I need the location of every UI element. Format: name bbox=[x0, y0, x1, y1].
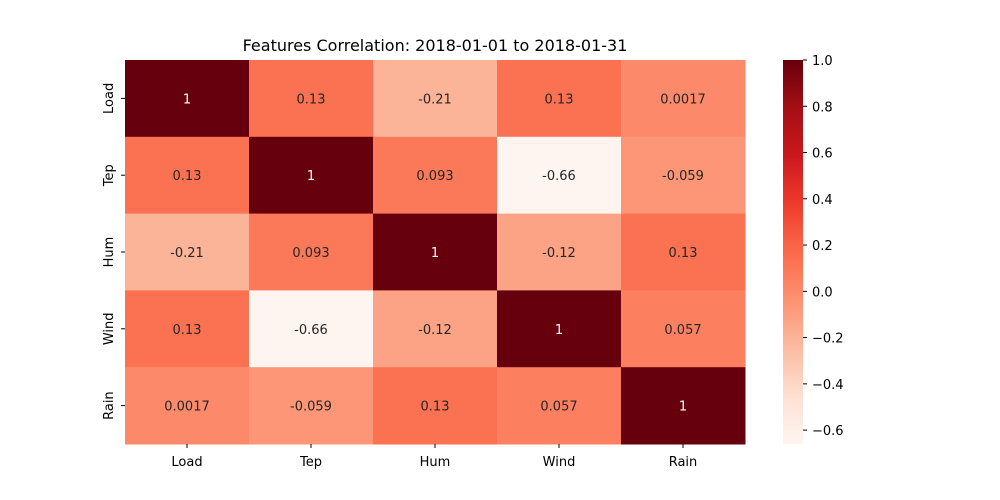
heatmap-cell bbox=[125, 60, 250, 138]
cell-annotations: 1 0.13 -0.21 0.13 0.0017 0.13 1 0.093 -0.66 -0.05… bbox=[164, 92, 706, 414]
heatmap-cell bbox=[497, 60, 622, 138]
cell-value-label: -0.12 bbox=[542, 246, 576, 261]
colorbar-gradient bbox=[783, 60, 803, 444]
cell-value-label: 0.057 bbox=[664, 323, 701, 338]
y-tick-label: Wind bbox=[102, 312, 117, 345]
heatmap-cell bbox=[497, 136, 622, 215]
heatmap-cell bbox=[249, 60, 374, 138]
heatmap-cells bbox=[125, 60, 746, 445]
cell-value-label: 0.13 bbox=[421, 400, 450, 415]
x-tick-label: Rain bbox=[669, 455, 698, 470]
cell-value-label: 1 bbox=[431, 246, 439, 261]
y-tick-label: Tep bbox=[102, 164, 117, 187]
colorbar-tick-label: −0.4 bbox=[812, 378, 844, 393]
heatmap-cell bbox=[621, 213, 746, 291]
cell-value-label: -0.12 bbox=[418, 323, 452, 338]
heatmap-cell bbox=[373, 136, 498, 215]
cell-value-label: -0.059 bbox=[290, 400, 332, 415]
heatmap-cell bbox=[621, 136, 746, 215]
heatmap-cell bbox=[249, 367, 374, 445]
heatmap-cell bbox=[497, 290, 622, 368]
cell-value-label: 0.13 bbox=[545, 92, 574, 107]
heatmap-cell bbox=[125, 367, 250, 445]
colorbar-tick-label: 0.4 bbox=[812, 193, 833, 208]
cell-value-label: 1 bbox=[679, 400, 687, 415]
heatmap-cell bbox=[373, 60, 498, 138]
heatmap-cell bbox=[373, 367, 498, 445]
colorbar-tick-label: 1.0 bbox=[812, 54, 833, 69]
cell-value-label: 0.0017 bbox=[164, 400, 210, 415]
cell-value-label: 0.093 bbox=[292, 246, 329, 261]
cell-value-label: 1 bbox=[183, 92, 191, 107]
colorbar-tick-label: 0.6 bbox=[812, 147, 833, 162]
heatmap-cell bbox=[621, 60, 746, 138]
x-tick-label: Tep bbox=[299, 455, 322, 470]
colorbar-tick-label: −0.6 bbox=[812, 424, 844, 439]
chart-title: Features Correlation: 2018-01-01 to 2018… bbox=[243, 36, 628, 55]
cell-value-label: 0.13 bbox=[173, 169, 202, 184]
y-tick-label: Hum bbox=[102, 237, 117, 268]
colorbar: 1.0 0.8 0.6 0.4 0.2 0.0 −0.2 −0.4 −0.6 bbox=[783, 54, 844, 444]
cell-value-label: 0.13 bbox=[173, 323, 202, 338]
heatmap-cell bbox=[249, 213, 374, 291]
cell-value-label: 0.0017 bbox=[660, 92, 706, 107]
x-tick-label: Wind bbox=[543, 455, 576, 470]
cell-value-label: -0.21 bbox=[418, 92, 452, 107]
heatmap-cell bbox=[125, 136, 250, 215]
heatmap-cell bbox=[373, 290, 498, 368]
cell-value-label: -0.059 bbox=[662, 169, 704, 184]
heatmap-cell bbox=[249, 136, 374, 215]
heatmap-cell bbox=[497, 367, 622, 445]
heatmap-cell bbox=[249, 290, 374, 368]
x-tick-label: Hum bbox=[420, 455, 451, 470]
x-tick-label: Load bbox=[171, 455, 202, 470]
cell-value-label: 1 bbox=[307, 169, 315, 184]
cell-value-label: -0.21 bbox=[170, 246, 204, 261]
y-tick-label: Rain bbox=[102, 391, 117, 420]
y-tick-label: Load bbox=[102, 83, 117, 114]
heatmap-cell bbox=[621, 367, 746, 445]
heatmap-cell bbox=[621, 290, 746, 368]
cell-value-label: 0.057 bbox=[540, 400, 577, 415]
cell-value-label: -0.66 bbox=[294, 323, 328, 338]
cell-value-label: -0.66 bbox=[542, 169, 576, 184]
heatmap-cell bbox=[373, 213, 498, 291]
colorbar-tick-label: 0.0 bbox=[812, 285, 833, 300]
cell-value-label: 1 bbox=[555, 323, 563, 338]
colorbar-tick-label: −0.2 bbox=[812, 332, 844, 347]
cell-value-label: 0.093 bbox=[416, 169, 453, 184]
y-axis: Load Tep Hum Wind Rain bbox=[102, 83, 125, 420]
x-axis: Load Tep Hum Wind Rain bbox=[171, 444, 697, 470]
cell-value-label: 0.13 bbox=[297, 92, 326, 107]
heatmap-cell bbox=[125, 213, 250, 291]
colorbar-tick-label: 0.2 bbox=[812, 239, 833, 254]
heatmap-cell bbox=[125, 290, 250, 368]
cell-value-label: 0.13 bbox=[669, 246, 698, 261]
heatmap-cell bbox=[497, 213, 622, 291]
colorbar-tick-label: 0.8 bbox=[812, 100, 833, 115]
